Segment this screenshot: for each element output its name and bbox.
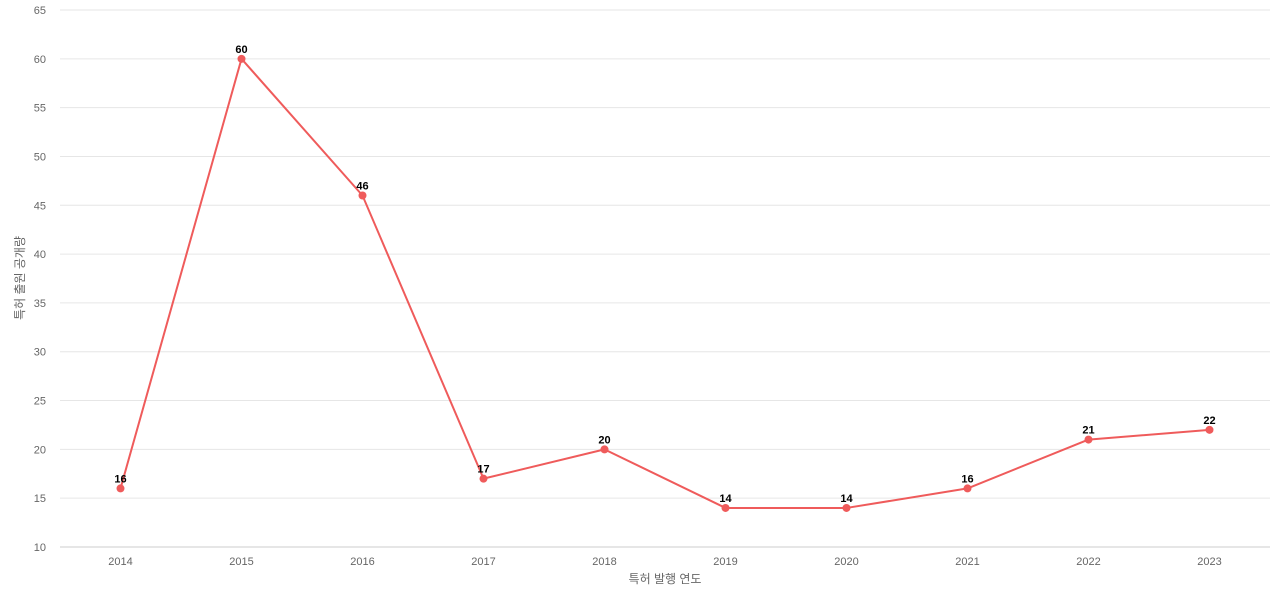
series-layer [116, 54, 1214, 512]
x-tick-label: 2020 [834, 556, 858, 568]
data-point [721, 503, 730, 512]
y-axis-ticks: 10 15 20 25 30 35 40 45 50 55 60 65 [34, 5, 46, 554]
data-point [358, 191, 367, 200]
data-label: 16 [114, 473, 126, 485]
data-point [842, 503, 851, 512]
y-tick-label: 55 [34, 103, 46, 115]
data-label: 46 [356, 181, 368, 193]
data-label: 14 [719, 493, 732, 505]
data-point [1084, 435, 1093, 444]
x-tick-label: 2016 [350, 556, 374, 568]
y-tick-label: 45 [34, 200, 46, 212]
data-label: 17 [477, 464, 489, 476]
y-tick-label: 20 [34, 444, 46, 456]
y-tick-label: 40 [34, 249, 46, 261]
data-label-layer: 16 60 46 17 20 14 14 16 21 22 [114, 44, 1215, 505]
series-line [119, 57, 1211, 509]
y-tick-label: 60 [34, 54, 46, 66]
data-label: 21 [1082, 425, 1094, 437]
x-axis-title: 특허 발행 연도 [629, 571, 702, 586]
y-tick-label: 15 [34, 493, 46, 505]
data-label: 16 [961, 473, 973, 485]
y-tick-label: 35 [34, 298, 46, 310]
data-point [600, 445, 609, 454]
grid-layer [60, 9, 1270, 548]
y-tick-label: 25 [34, 396, 46, 408]
x-tick-label: 2021 [955, 556, 979, 568]
data-label: 14 [840, 493, 853, 505]
data-label: 22 [1203, 415, 1215, 427]
x-tick-label: 2022 [1076, 556, 1100, 568]
y-axis-title: 특허 출원 공개량 [13, 236, 27, 320]
x-tick-label: 2017 [471, 556, 495, 568]
data-point [479, 474, 488, 483]
x-tick-label: 2023 [1197, 556, 1221, 568]
data-point [963, 484, 972, 493]
data-point [237, 54, 246, 63]
data-label: 60 [235, 44, 247, 56]
data-point [1205, 425, 1214, 434]
x-tick-label: 2014 [108, 556, 132, 568]
y-tick-label: 50 [34, 151, 46, 163]
x-tick-label: 2015 [229, 556, 253, 568]
data-label: 20 [598, 434, 610, 446]
y-tick-label: 30 [34, 347, 46, 359]
x-tick-label: 2019 [713, 556, 737, 568]
y-tick-label: 10 [34, 542, 46, 554]
data-point [116, 484, 125, 493]
x-tick-label: 2018 [592, 556, 616, 568]
x-axis-ticks: 2014 2015 2016 2017 2018 2019 2020 2021 2022 2023 [108, 556, 1221, 568]
y-tick-label: 65 [34, 5, 46, 17]
